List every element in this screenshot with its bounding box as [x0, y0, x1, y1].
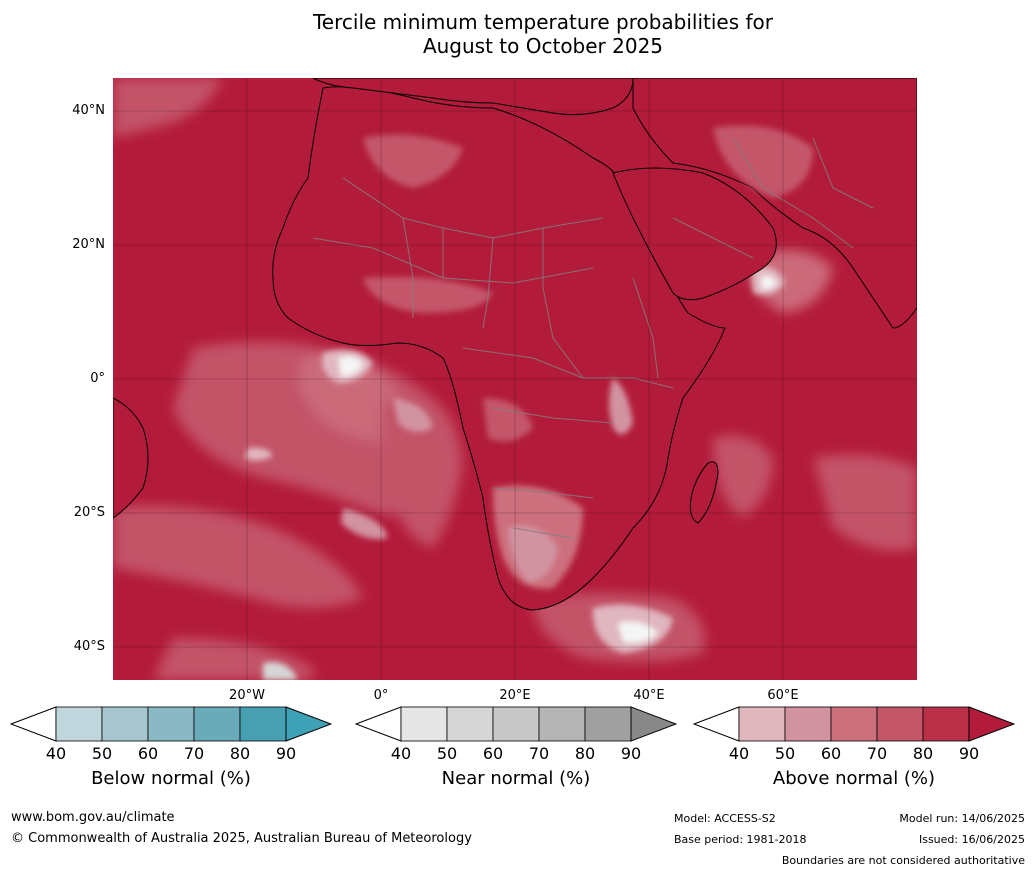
indian-anomaly-3: [813, 454, 917, 551]
africa-landmass: [272, 86, 726, 611]
footer-url[interactable]: www.bom.gov.au/climate: [11, 810, 175, 825]
europe-landmass: [312, 78, 634, 116]
colorbar-segment: [147, 706, 195, 742]
lat-label-20n: 20°N: [72, 237, 105, 252]
southwest-hotspot: [263, 662, 298, 680]
atlantic-anomaly-4: [381, 398, 463, 548]
east-africa-anomaly: [609, 378, 633, 435]
footer-model-run: Model run: 14/06/2025: [899, 812, 1025, 825]
colorbar-segment: [193, 706, 241, 742]
lat-label-20s: 20°S: [73, 505, 105, 520]
southern-africa-anomaly-2: [508, 525, 558, 583]
legend-label-below: Below normal (%): [91, 768, 251, 789]
colorbar-segment: [446, 706, 494, 742]
lon-label-20e: 20°E: [499, 688, 531, 703]
colorbar-segment: [101, 706, 149, 742]
colorbar-high-extend: [630, 706, 677, 742]
tick-label: 40: [728, 744, 750, 763]
footer-disclaimer: Boundaries are not considered authoritat…: [781, 854, 1025, 867]
tick-label: 60: [482, 744, 504, 763]
tick-label: 80: [912, 744, 934, 763]
map-title: Tercile minimum temperature probabilitie…: [0, 10, 1035, 58]
tick-label: 50: [91, 744, 113, 763]
colorbar-low-extend: [693, 706, 740, 742]
tick-label: 90: [620, 744, 642, 763]
south-atlantic-hotspot-1: [245, 447, 273, 461]
tick-label: 80: [229, 744, 251, 763]
north-atlantic-anomaly: [113, 78, 223, 138]
south-america-edge: [113, 397, 149, 519]
lat-label-40s: 40°S: [73, 639, 105, 654]
sahel-anomaly: [363, 277, 493, 313]
tick-label: 40: [390, 744, 412, 763]
colorbar-segment: [922, 706, 970, 742]
south-indian-core: [618, 621, 658, 643]
colorbar-segment: [538, 706, 586, 742]
colorbar-segment: [239, 706, 287, 742]
indian-anomaly-2: [713, 435, 773, 518]
colorbar-below-normal: [10, 706, 332, 742]
madagascar: [689, 461, 719, 524]
south-atlantic-hotspot-3: [341, 508, 388, 539]
tick-label: 60: [820, 744, 842, 763]
colorbar-segment: [492, 706, 540, 742]
atlantic-anomaly-2: [298, 355, 406, 442]
colorbar-segment: [400, 706, 448, 742]
legend-label-near: Near normal (%): [441, 768, 591, 789]
tick-label: 70: [183, 744, 205, 763]
iran-anomaly: [713, 125, 813, 198]
tick-label: 50: [774, 744, 796, 763]
lat-label-0: 0°: [90, 371, 105, 386]
tick-label: 90: [275, 744, 297, 763]
footer-issued: Issued: 16/06/2025: [918, 833, 1025, 846]
arabian-peninsula: [612, 167, 777, 301]
footer-base-period: Base period: 1981-2018: [674, 833, 807, 846]
tick-label: 50: [436, 744, 458, 763]
probability-map: [113, 78, 917, 680]
map-panel[interactable]: [113, 78, 917, 680]
colorbar-high-extend: [968, 706, 1015, 742]
tick-label: 80: [574, 744, 596, 763]
lat-label-40n: 40°N: [72, 103, 105, 118]
sahara-anomaly: [363, 134, 463, 188]
tick-label: 70: [866, 744, 888, 763]
lon-label-20w: 20°W: [229, 688, 265, 703]
tick-label: 70: [528, 744, 550, 763]
footer-model: Model: ACCESS-S2: [674, 812, 776, 825]
footer-copyright: © Commonwealth of Australia 2025, Austra…: [11, 831, 472, 846]
colorbar-low-extend: [355, 706, 402, 742]
tick-label: 90: [958, 744, 980, 763]
title-line-1: Tercile minimum temperature probabilitie…: [312, 10, 774, 34]
colorbar-low-extend: [10, 706, 57, 742]
asia-landmass: [632, 78, 917, 329]
legend-label-above: Above normal (%): [772, 768, 936, 789]
colorbar-high-extend: [285, 706, 332, 742]
colorbar-segment: [584, 706, 632, 742]
colorbar-segment: [784, 706, 832, 742]
atlantic-anomaly-3: [113, 505, 363, 608]
arabian-sea-core: [761, 275, 777, 290]
colorbar-near-normal: [355, 706, 677, 742]
lon-label-40e: 40°E: [633, 688, 665, 703]
colorbar-segment: [738, 706, 786, 742]
lon-label-60e: 60°E: [767, 688, 799, 703]
gulf-guinea-core: [338, 356, 363, 377]
lon-label-0: 0°: [373, 688, 389, 703]
title-line-2: August to October 2025: [422, 34, 664, 58]
colorbar-above-normal: [693, 706, 1015, 742]
colorbar-segment: [55, 706, 103, 742]
colorbar-segment: [876, 706, 924, 742]
tick-label: 40: [45, 744, 67, 763]
colorbar-segment: [830, 706, 878, 742]
south-atlantic-hotspot-2: [393, 398, 433, 432]
tick-label: 60: [137, 744, 159, 763]
